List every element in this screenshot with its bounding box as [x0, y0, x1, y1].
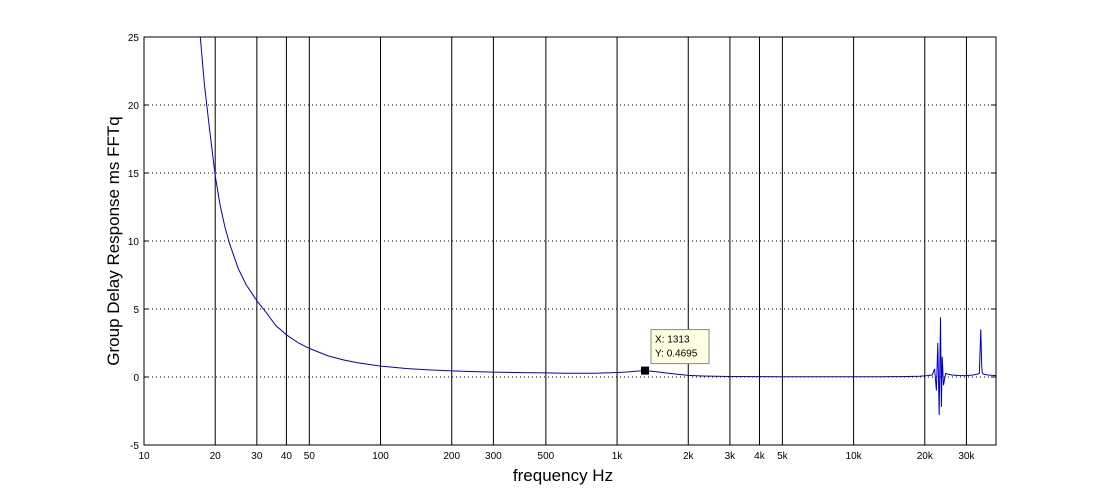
x-tick-label: 30k	[958, 451, 975, 462]
x-tick-label: 10k	[846, 451, 863, 462]
datatip-y: Y: 0.4695	[655, 349, 698, 360]
y-tick-label: 5	[133, 305, 139, 316]
datatip[interactable]: X: 1313 Y: 0.4695	[641, 329, 710, 375]
y-tick-label: 10	[128, 237, 140, 248]
y-tick-label: 25	[128, 33, 140, 44]
x-tick-label: 500	[538, 451, 555, 462]
datatip-box	[650, 329, 710, 365]
x-tick-label: 5k	[777, 451, 789, 462]
x-tick-label: 30	[251, 451, 263, 462]
x-tick-label: 3k	[725, 451, 737, 462]
y-tick-label: 20	[128, 101, 140, 112]
x-tick-label: 4k	[754, 451, 766, 462]
y-tick-label: 15	[128, 169, 140, 180]
y-tick-label: -5	[130, 441, 139, 452]
x-tick-label: 100	[372, 451, 389, 462]
x-tick-label: 1k	[612, 451, 624, 462]
x-tick-label: 2k	[683, 451, 695, 462]
x-tick-label: 300	[485, 451, 502, 462]
datatip-marker	[641, 366, 650, 375]
x-tick-label: 40	[281, 451, 293, 462]
x-axis-label: frequency Hz	[513, 466, 613, 485]
x-tick-label: 20k	[917, 451, 934, 462]
x-tick-label: 50	[304, 451, 316, 462]
y-tick-label: 0	[133, 373, 139, 384]
x-tick-label: 200	[443, 451, 460, 462]
x-tick-label: 20	[210, 451, 222, 462]
tick-layer: 10 20 30 40 50 100 200 300 500 1k 2k 3k 4k 5k 10k 20k 30…	[128, 33, 996, 462]
series-line	[199, 37, 996, 416]
y-axis-label: Group Delay Response ms FFTq	[104, 116, 123, 365]
datatip-x: X: 1313	[655, 335, 690, 346]
series-layer	[199, 37, 996, 416]
x-tick-label: 10	[138, 451, 150, 462]
